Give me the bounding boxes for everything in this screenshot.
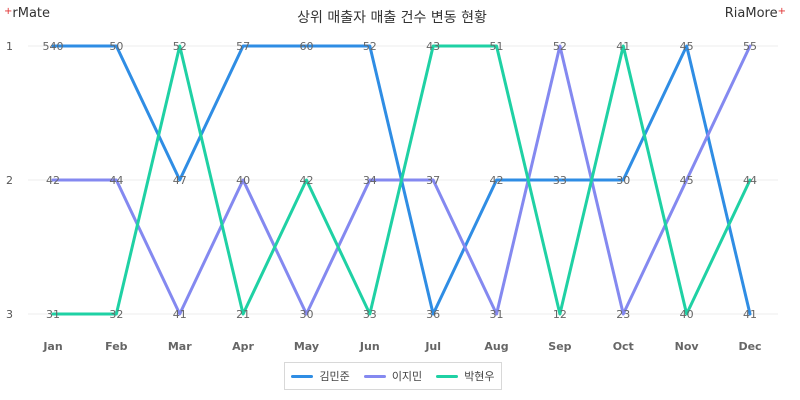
legend-label: 이지민 [391, 370, 423, 383]
data-label: 540 [43, 40, 64, 53]
data-label: 37 [426, 174, 440, 187]
legend-swatch [363, 374, 386, 378]
legend-item-lee[interactable]: 이지민 [363, 368, 423, 384]
data-label: 55 [743, 40, 757, 53]
right-logo: RiaMore+ [725, 6, 786, 21]
data-label: 32 [109, 308, 123, 321]
plus-icon: + [4, 6, 13, 17]
data-label: 52 [173, 40, 187, 53]
data-label: 30 [616, 174, 630, 187]
y-tick-label: 2 [6, 174, 13, 187]
left-logo-text: rMate [12, 6, 51, 21]
x-tick-label: Mar [168, 340, 192, 353]
data-label: 41 [173, 308, 187, 321]
data-label: 42 [46, 174, 60, 187]
data-label: 52 [363, 40, 377, 53]
data-label: 43 [426, 40, 440, 53]
data-label: 33 [553, 174, 567, 187]
data-label: 44 [109, 174, 123, 187]
x-tick-label: Oct [613, 340, 634, 353]
legend-item-kim[interactable]: 김민준 [291, 368, 350, 384]
legend-swatch [436, 374, 459, 378]
right-logo-text: RiaMore [724, 6, 778, 21]
x-tick-label: Nov [675, 340, 700, 353]
data-label: 50 [109, 40, 123, 53]
data-label: 30 [299, 308, 313, 321]
data-label: 31 [46, 308, 60, 321]
data-label: 40 [680, 308, 694, 321]
data-label: 44 [743, 174, 757, 187]
data-label: 23 [616, 308, 630, 321]
data-label: 60 [299, 40, 313, 53]
x-tick-label: May [294, 340, 319, 353]
plus-icon: + [777, 6, 786, 17]
y-tick-label: 3 [6, 308, 13, 321]
data-label: 42 [299, 174, 313, 187]
legend-label: 김민준 [319, 370, 350, 383]
chart-legend: 김민준 이지민 박현우 [284, 362, 502, 390]
x-tick-label: Jul [424, 340, 441, 353]
data-label: 42 [490, 174, 504, 187]
legend-label: 박현우 [464, 370, 495, 383]
x-tick-label: Feb [105, 340, 128, 353]
data-label: 45 [680, 174, 694, 187]
x-tick-label: Aug [484, 340, 508, 353]
data-label: 45 [680, 40, 694, 53]
data-label: 12 [553, 308, 567, 321]
x-tick-label: Jun [359, 340, 380, 353]
data-label: 52 [553, 40, 567, 53]
data-label: 41 [743, 308, 757, 321]
x-tick-label: Dec [738, 340, 761, 353]
legend-swatch [291, 374, 314, 378]
data-label: 47 [173, 174, 187, 187]
x-tick-label: Jan [42, 340, 62, 353]
chart-title: 상위 매출자 매출 건수 변동 현황 [297, 10, 487, 26]
y-tick-label: 1 [6, 40, 13, 53]
x-tick-label: Sep [548, 340, 571, 353]
legend-item-park[interactable]: 박현우 [436, 368, 495, 384]
series-line-3 [51, 44, 752, 316]
data-label: 51 [490, 40, 504, 53]
left-logo: +rMate [4, 6, 50, 21]
data-label: 34 [363, 174, 377, 187]
data-label: 40 [236, 174, 250, 187]
data-label: 33 [363, 308, 377, 321]
data-label: 31 [490, 308, 504, 321]
data-label: 21 [236, 308, 250, 321]
x-tick-label: Apr [232, 340, 254, 353]
data-label: 57 [236, 40, 250, 53]
data-label: 36 [426, 308, 440, 321]
data-label: 41 [616, 40, 630, 53]
